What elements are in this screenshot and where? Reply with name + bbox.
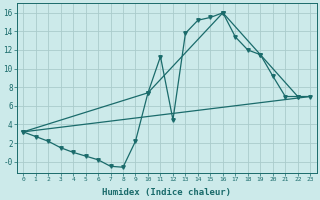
X-axis label: Humidex (Indice chaleur): Humidex (Indice chaleur)	[102, 188, 231, 197]
